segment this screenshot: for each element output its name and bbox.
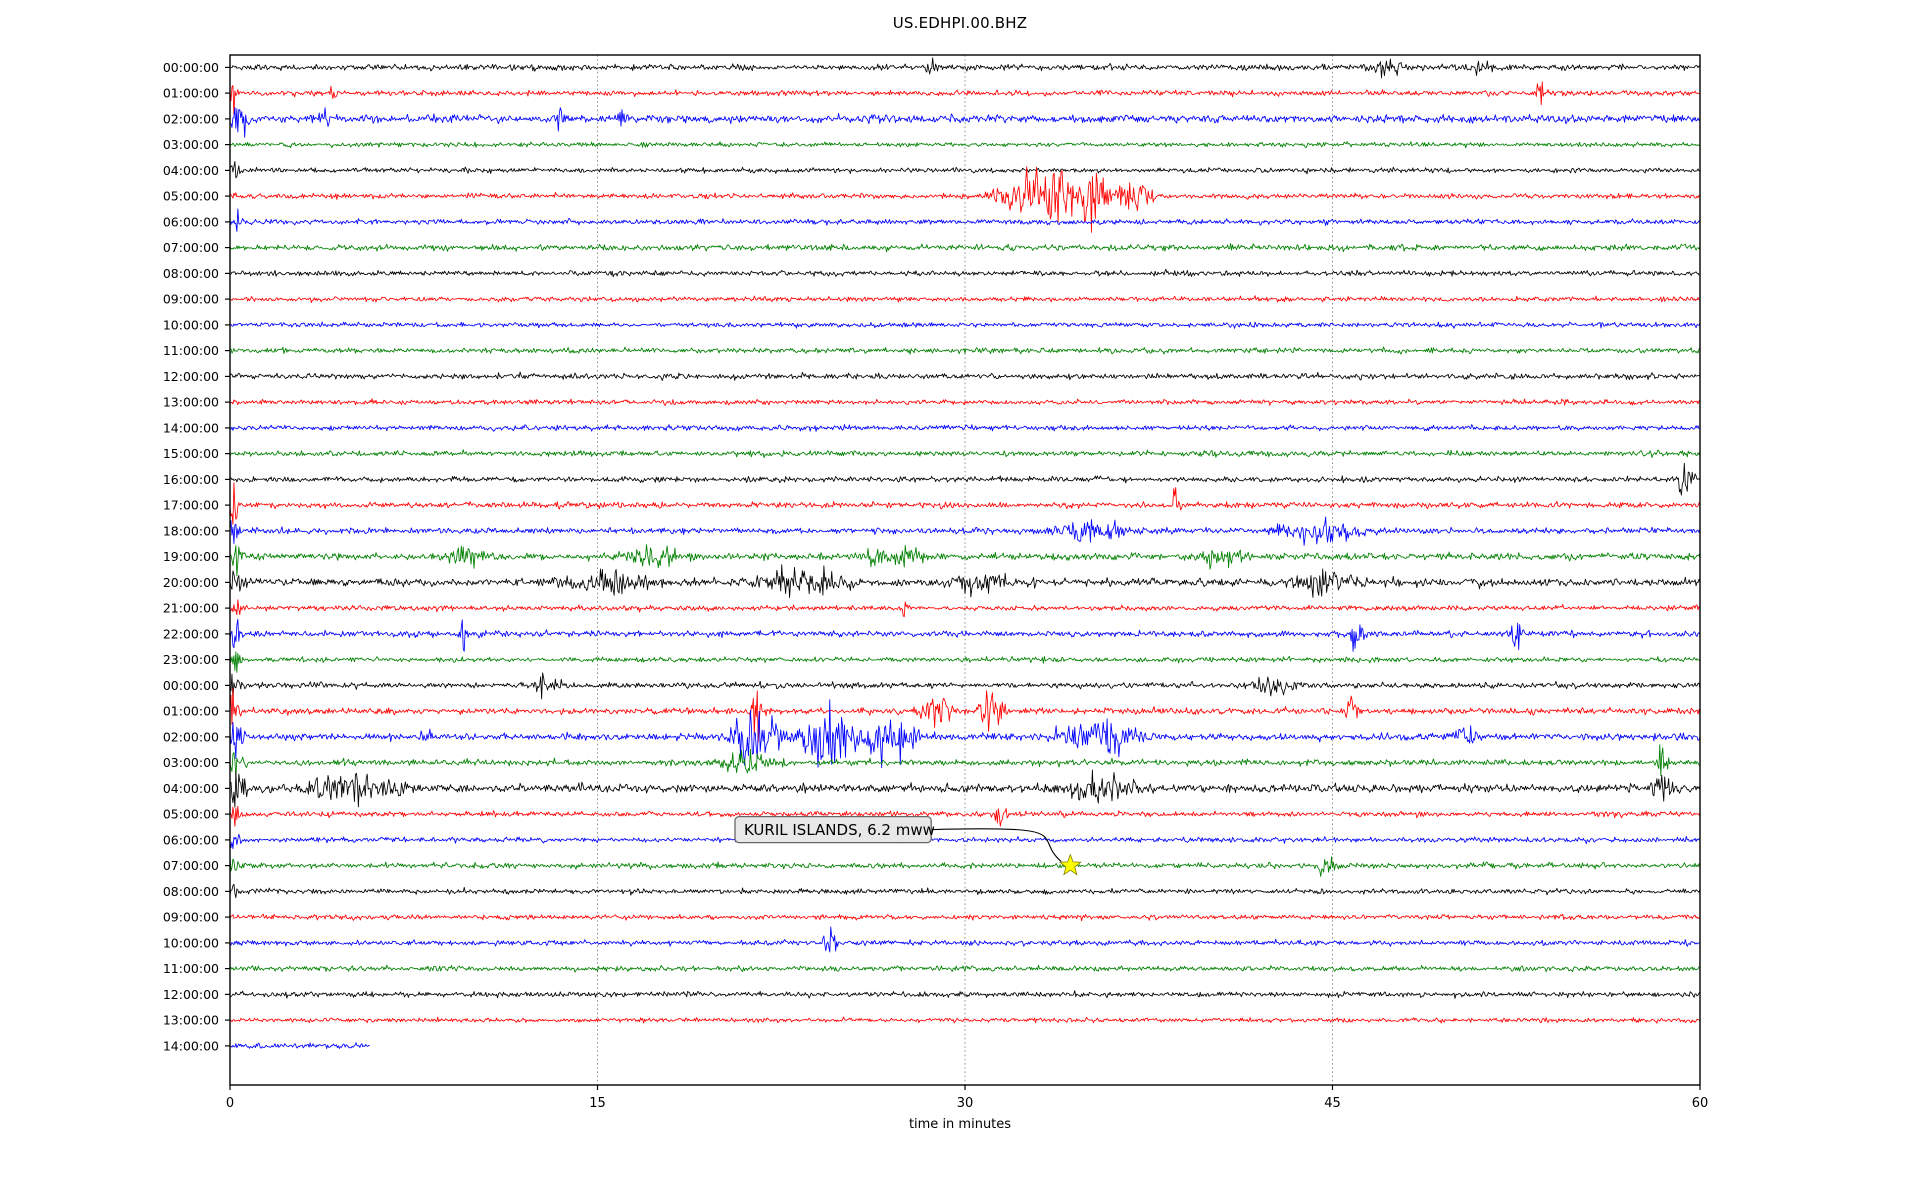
y-tick-label: 11:00:00 [163,961,219,976]
y-tick-label: 15:00:00 [163,446,219,461]
y-tick-label: 06:00:00 [163,214,219,229]
x-tick-label: 0 [226,1096,234,1111]
grid-lines [597,55,1333,1085]
y-tick-label: 05:00:00 [163,189,219,204]
x-tick-label: 45 [1324,1096,1341,1111]
y-tick-label: 00:00:00 [163,60,219,75]
y-tick-label: 07:00:00 [163,858,219,873]
y-tick-label: 13:00:00 [163,1013,219,1028]
y-tick-label: 01:00:00 [163,86,219,101]
y-tick-label: 22:00:00 [163,626,219,641]
y-tick-label: 13:00:00 [163,395,219,410]
y-tick-label: 16:00:00 [163,472,219,487]
y-tick-label: 04:00:00 [163,781,219,796]
annotation-label: KURIL ISLANDS, 6.2 mww [744,821,935,839]
y-tick-label: 09:00:00 [163,292,219,307]
y-tick-label: 06:00:00 [163,832,219,847]
y-tick-label: 14:00:00 [163,420,219,435]
plot-axes [225,54,1701,1090]
x-axis-tick-labels: 0 15 30 45 60 [226,1096,1708,1111]
page-title: US.EDHPI.00.BHZ [892,14,1028,32]
y-tick-label: 08:00:00 [163,884,219,899]
y-tick-label: 19:00:00 [163,549,219,564]
seismic-traces [229,57,1701,1049]
y-axis-tick-labels: 00:00:00 01:00:00 02:00:00 03:00:00 04:00:00… [163,60,219,1054]
y-tick-label: 03:00:00 [163,137,219,152]
event-star-icon[interactable] [1058,853,1082,876]
y-tick-label: 21:00:00 [163,601,219,616]
y-tick-label: 08:00:00 [163,266,219,281]
y-tick-label: 03:00:00 [163,755,219,770]
annotation-box[interactable] [734,815,932,844]
y-tick-label: 12:00:00 [163,987,219,1002]
y-tick-label: 10:00:00 [163,317,219,332]
y-tick-label: 18:00:00 [163,523,219,538]
y-tick-label: 17:00:00 [163,498,219,513]
x-tick-label: 15 [589,1096,606,1111]
y-tick-label: 00:00:00 [163,678,219,693]
x-tick-label: 30 [957,1096,974,1111]
y-tick-label: 01:00:00 [163,704,219,719]
y-tick-label: 02:00:00 [163,729,219,744]
y-tick-label: 10:00:00 [163,935,219,950]
annotation-leader-line [931,828,1062,863]
y-tick-label: 20:00:00 [163,575,219,590]
x-axis-label: time in minutes [908,1117,1012,1132]
event-annotation[interactable]: KURIL ISLANDS, 6.2 mww [734,815,1082,876]
y-tick-label: 02:00:00 [163,111,219,126]
x-tick-label: 60 [1692,1096,1709,1111]
y-tick-label: 14:00:00 [163,1038,219,1053]
y-tick-label: 07:00:00 [163,240,219,255]
y-tick-label: 04:00:00 [163,163,219,178]
y-tick-label: 09:00:00 [163,910,219,925]
y-tick-label: 23:00:00 [163,652,219,667]
y-tick-label: 11:00:00 [163,343,219,358]
y-tick-label: 12:00:00 [163,369,219,384]
y-tick-label: 05:00:00 [163,807,219,822]
